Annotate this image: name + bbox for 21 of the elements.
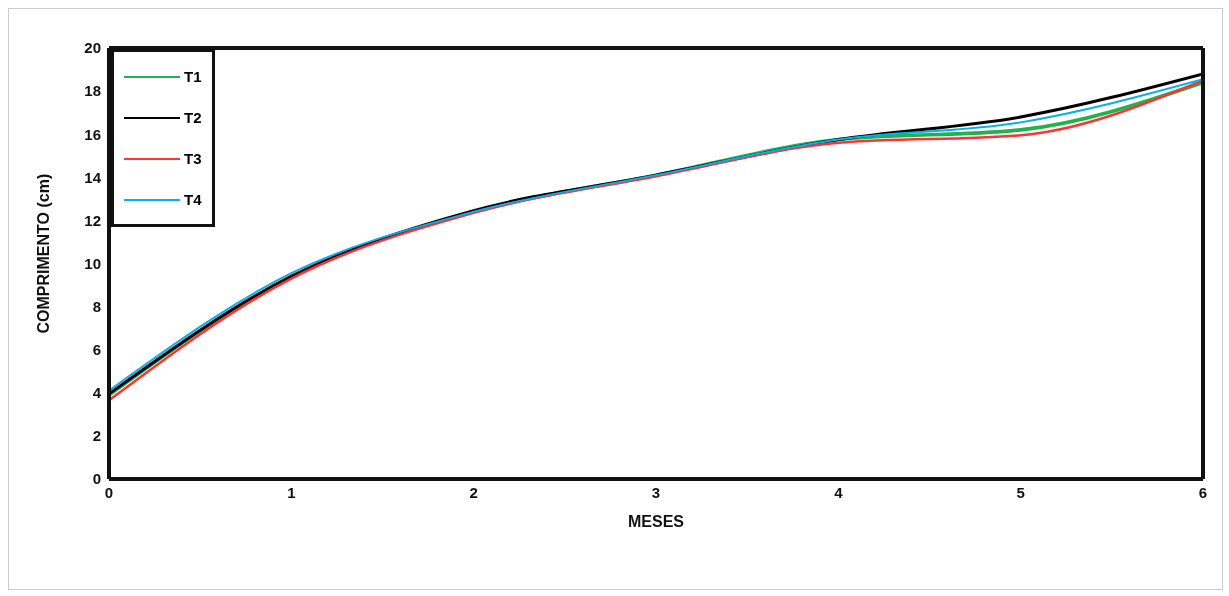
x-tick-label: 4 [834, 483, 844, 501]
y-tick-label: 20 [84, 39, 101, 57]
y-tick-label: 16 [84, 125, 101, 143]
y-tick-label: 6 [92, 341, 101, 359]
x-tick-label: 2 [469, 483, 478, 501]
x-tick-label: 3 [651, 483, 661, 501]
y-tick-label: 18 [84, 82, 101, 100]
x-tick-label: 1 [287, 483, 296, 501]
x-tick-label: 6 [1198, 483, 1208, 501]
legend-label: T1 [184, 68, 202, 85]
y-tick-label: 12 [84, 211, 101, 229]
x-tick-label: 0 [104, 483, 114, 501]
y-tick-label: 10 [84, 254, 101, 272]
y-tick-label: 14 [84, 168, 102, 186]
x-tick-label: 5 [1016, 483, 1025, 501]
y-axis-title: COMPRIMENTO (cm) [34, 173, 52, 334]
y-tick-label: 2 [92, 427, 101, 445]
y-tick-label: 0 [92, 470, 101, 488]
x-axis-title: MESES [627, 513, 685, 530]
y-tick-label: 4 [92, 384, 102, 402]
y-tick-label: 8 [92, 297, 101, 315]
